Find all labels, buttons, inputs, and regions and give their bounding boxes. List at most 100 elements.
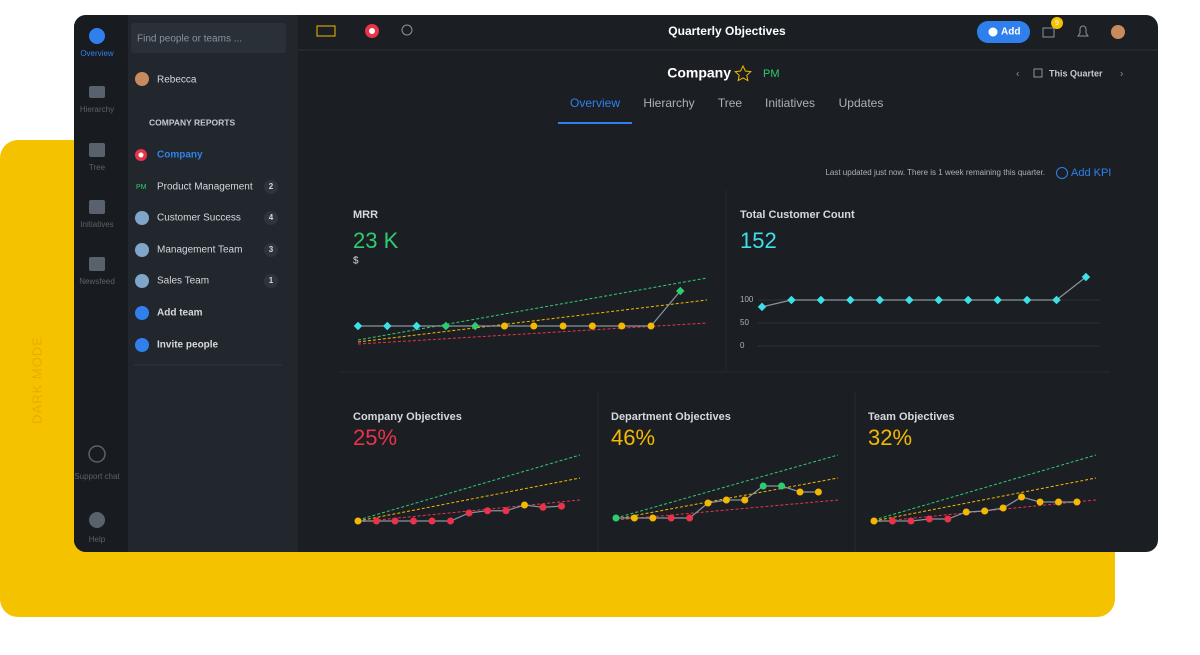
user-name[interactable]: Rebecca (157, 75, 197, 86)
card-value: 25% (353, 425, 397, 450)
point (999, 504, 1007, 512)
card-value: 46% (611, 425, 655, 450)
toolbar-icon[interactable] (316, 25, 336, 37)
status: Last updated just now. There is 1 week r… (825, 168, 1045, 177)
avatar (135, 72, 149, 86)
point (1052, 295, 1061, 305)
prev-arrow[interactable]: ‹ (1016, 69, 1019, 80)
invite-people[interactable]: Invite people (157, 340, 219, 351)
card-title: Company Objectives (353, 411, 462, 423)
add-team[interactable]: Add team (157, 308, 203, 319)
team-name[interactable]: Product Management (157, 182, 253, 193)
rail-icon[interactable] (88, 445, 106, 463)
add-kpi-icon[interactable] (1056, 167, 1068, 179)
point (875, 295, 885, 305)
add-icon (988, 27, 998, 37)
point (612, 514, 620, 522)
rail (74, 15, 128, 552)
point (1036, 498, 1044, 506)
tab[interactable]: Initiatives (765, 96, 815, 110)
tab[interactable]: Hierarchy (643, 96, 694, 110)
point (383, 321, 392, 331)
header-title: Company (667, 65, 731, 81)
card-title: MRR (353, 209, 378, 221)
add-button[interactable] (977, 21, 1030, 43)
point (530, 322, 538, 330)
team-icon (135, 243, 149, 257)
rail-icon[interactable] (89, 257, 105, 271)
card-value: 32% (868, 425, 912, 450)
search-icon[interactable] (401, 24, 413, 36)
team-icon (135, 274, 149, 288)
rail-item[interactable]: Overview (80, 49, 114, 58)
section-title: COMPANY REPORTS (149, 117, 235, 127)
point (501, 322, 508, 330)
point (1073, 498, 1081, 506)
point (1018, 493, 1026, 501)
rail-icon[interactable] (89, 200, 105, 214)
tab[interactable]: Tree (718, 96, 743, 110)
add-icon[interactable] (135, 306, 149, 320)
point (816, 295, 826, 305)
avatar[interactable] (1111, 25, 1125, 39)
star-icon[interactable] (734, 64, 752, 82)
tab[interactable]: Overview (570, 96, 620, 110)
tab-underline (558, 122, 632, 124)
rail-icon[interactable] (89, 28, 105, 44)
add-icon[interactable] (135, 338, 149, 352)
point (647, 322, 655, 330)
period[interactable]: This Quarter (1049, 68, 1103, 78)
point (963, 295, 973, 305)
search-box[interactable] (131, 23, 286, 53)
bell-icon[interactable] (1077, 25, 1089, 37)
next-arrow[interactable]: › (1120, 69, 1123, 80)
point (846, 295, 855, 305)
rail-item[interactable]: Tree (89, 163, 106, 172)
rail-item[interactable]: Newsfeed (79, 277, 115, 286)
team-name[interactable]: Management Team (157, 245, 242, 256)
point (630, 514, 638, 522)
rail-icon[interactable] (89, 143, 105, 157)
team-name[interactable]: Sales Team (157, 276, 209, 287)
header-badge: PM (763, 68, 780, 80)
point (1055, 498, 1062, 506)
team-icon: PM (136, 184, 147, 191)
rail-item[interactable]: Support chat (74, 472, 120, 481)
point (465, 509, 473, 517)
y-tick-label: 0 (740, 341, 745, 350)
rail-item[interactable]: Hierarchy (80, 105, 114, 114)
count-badge (264, 211, 278, 225)
rail-item[interactable]: Initiatives (80, 220, 113, 229)
rail-icon[interactable] (89, 512, 105, 528)
team-name[interactable]: Company (157, 150, 203, 161)
team-icon (135, 211, 149, 225)
point (441, 321, 451, 331)
point (676, 286, 685, 296)
point (558, 502, 565, 510)
point (354, 517, 362, 525)
point (686, 514, 694, 522)
point (502, 507, 510, 515)
add-kpi[interactable]: Add KPI (1071, 167, 1111, 179)
team-name[interactable]: Customer Success (157, 213, 241, 224)
calendar-icon (1033, 68, 1043, 78)
point (722, 496, 730, 504)
point (1081, 272, 1091, 282)
point (925, 515, 933, 523)
point (981, 507, 989, 515)
point (649, 514, 657, 522)
tab[interactable]: Updates (839, 96, 884, 110)
line (358, 290, 681, 327)
team-icon (138, 152, 144, 158)
rail-item[interactable]: Help (89, 535, 106, 544)
rail-icon[interactable] (89, 86, 105, 98)
point (778, 482, 786, 490)
y-tick-label: 50 (740, 318, 749, 327)
app-window (74, 15, 1158, 552)
point (759, 482, 767, 490)
point (993, 295, 1002, 305)
card-unit: $ (353, 256, 359, 267)
toolbar-icon[interactable] (1042, 27, 1055, 38)
point (1022, 295, 1032, 305)
